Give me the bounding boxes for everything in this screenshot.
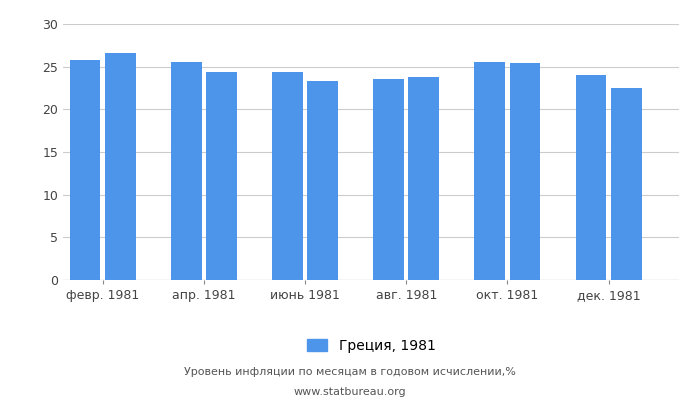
Bar bbox=[69, 60, 100, 280]
Bar bbox=[206, 72, 237, 280]
Bar bbox=[510, 63, 540, 280]
Bar bbox=[307, 81, 338, 280]
Bar bbox=[105, 53, 136, 280]
Bar bbox=[171, 62, 202, 280]
Text: www.statbureau.org: www.statbureau.org bbox=[294, 387, 406, 397]
Bar bbox=[575, 75, 606, 280]
Bar bbox=[611, 88, 642, 280]
Bar bbox=[373, 79, 404, 280]
Bar bbox=[408, 77, 439, 280]
Text: Уровень инфляции по месяцам в годовом исчислении,%: Уровень инфляции по месяцам в годовом ис… bbox=[184, 367, 516, 377]
Bar bbox=[272, 72, 303, 280]
Legend: Греция, 1981: Греция, 1981 bbox=[301, 333, 441, 358]
Bar bbox=[475, 62, 505, 280]
